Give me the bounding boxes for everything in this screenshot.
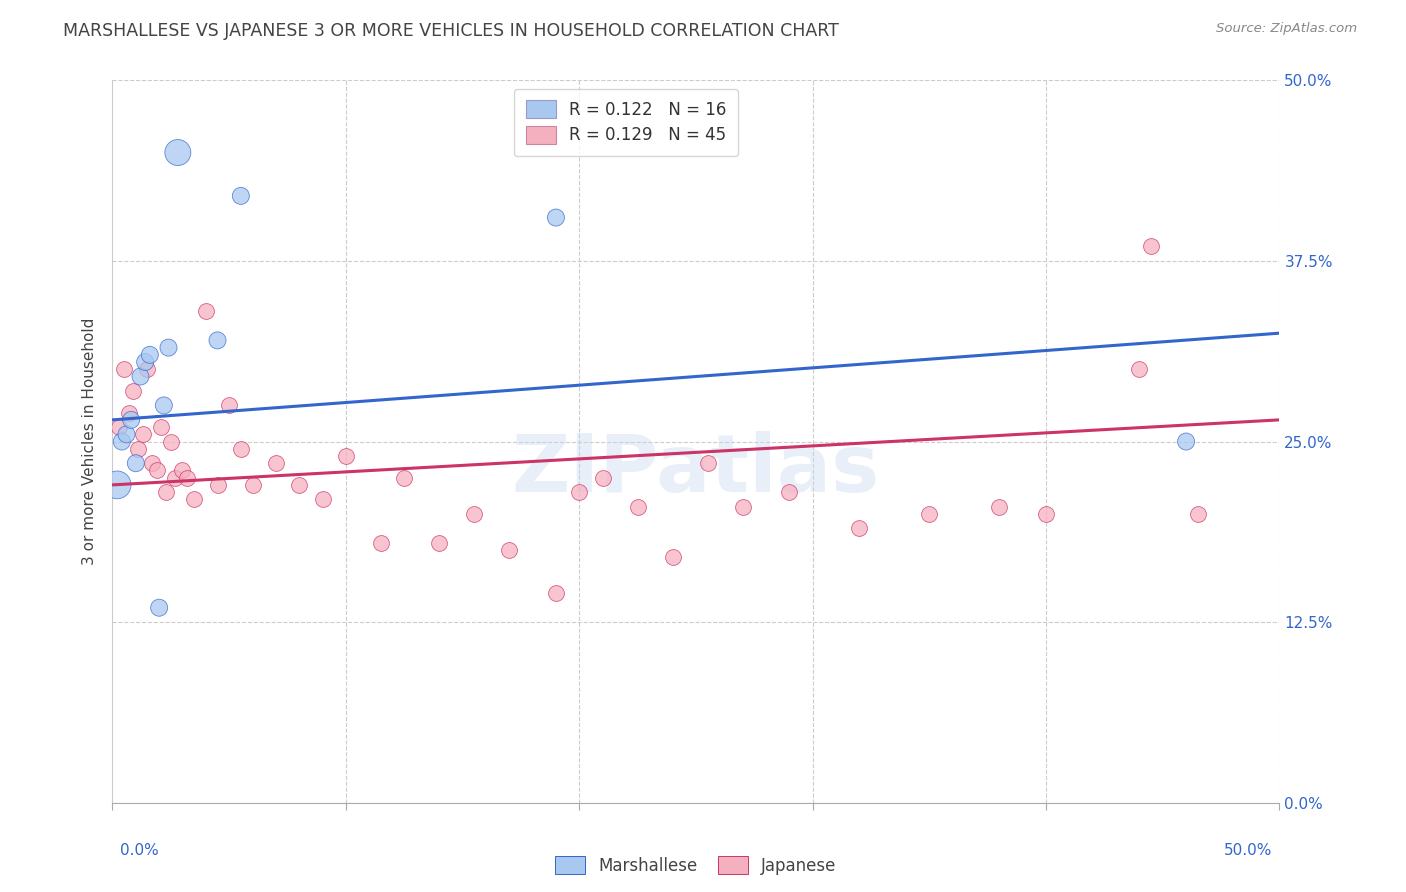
Point [498,542,520,557]
Point [242,478,264,492]
Point [150,420,173,434]
Point [160,434,183,449]
Point [1175,434,1198,449]
Point [176,471,198,485]
Point [127,442,149,456]
Point [139,348,162,362]
Point [568,485,591,500]
Point [427,535,450,549]
Point [288,478,311,492]
Point [118,406,141,420]
Point [122,384,145,398]
Point [778,485,800,500]
Point [105,478,128,492]
Point [627,500,650,514]
Point [661,550,683,565]
Point [207,478,229,492]
Point [157,341,180,355]
Point [370,535,392,549]
Text: Source: ZipAtlas.com: Source: ZipAtlas.com [1216,22,1357,36]
Point [115,427,138,442]
Point [311,492,333,507]
Point [1035,507,1057,521]
Point [544,586,567,600]
Text: ZIPatlas: ZIPatlas [512,432,880,509]
Legend: Marshallese, Japanese: Marshallese, Japanese [548,849,844,881]
Point [207,334,229,348]
Point [165,471,187,485]
Point [848,521,870,535]
Point [141,456,163,470]
Point [125,456,148,470]
Point [183,492,205,507]
Point [148,600,170,615]
Point [394,471,416,485]
Point [544,211,567,225]
Point [172,463,194,477]
Point [988,500,1011,514]
Point [129,369,152,384]
Text: 0.0%: 0.0% [120,843,159,858]
Point [218,398,240,412]
Point [264,456,287,470]
Point [146,463,169,477]
Point [153,398,176,412]
Point [229,442,252,456]
Point [335,449,357,463]
Point [111,434,134,449]
Point [136,362,159,376]
Point [696,456,718,470]
Point [1128,362,1150,376]
Point [918,507,941,521]
Point [1187,507,1209,521]
Point [1140,239,1163,253]
Point [134,355,156,369]
Point [592,471,614,485]
Y-axis label: 3 or more Vehicles in Household: 3 or more Vehicles in Household [82,318,97,566]
Point [731,500,754,514]
Point [112,362,135,376]
Point [463,507,485,521]
Text: MARSHALLESE VS JAPANESE 3 OR MORE VEHICLES IN HOUSEHOLD CORRELATION CHART: MARSHALLESE VS JAPANESE 3 OR MORE VEHICL… [63,22,839,40]
Point [194,304,217,318]
Point [120,413,142,427]
Point [155,485,177,500]
Point [132,427,155,442]
Text: 50.0%: 50.0% [1225,843,1272,858]
Point [166,145,188,160]
Point [108,420,131,434]
Point [229,189,252,203]
